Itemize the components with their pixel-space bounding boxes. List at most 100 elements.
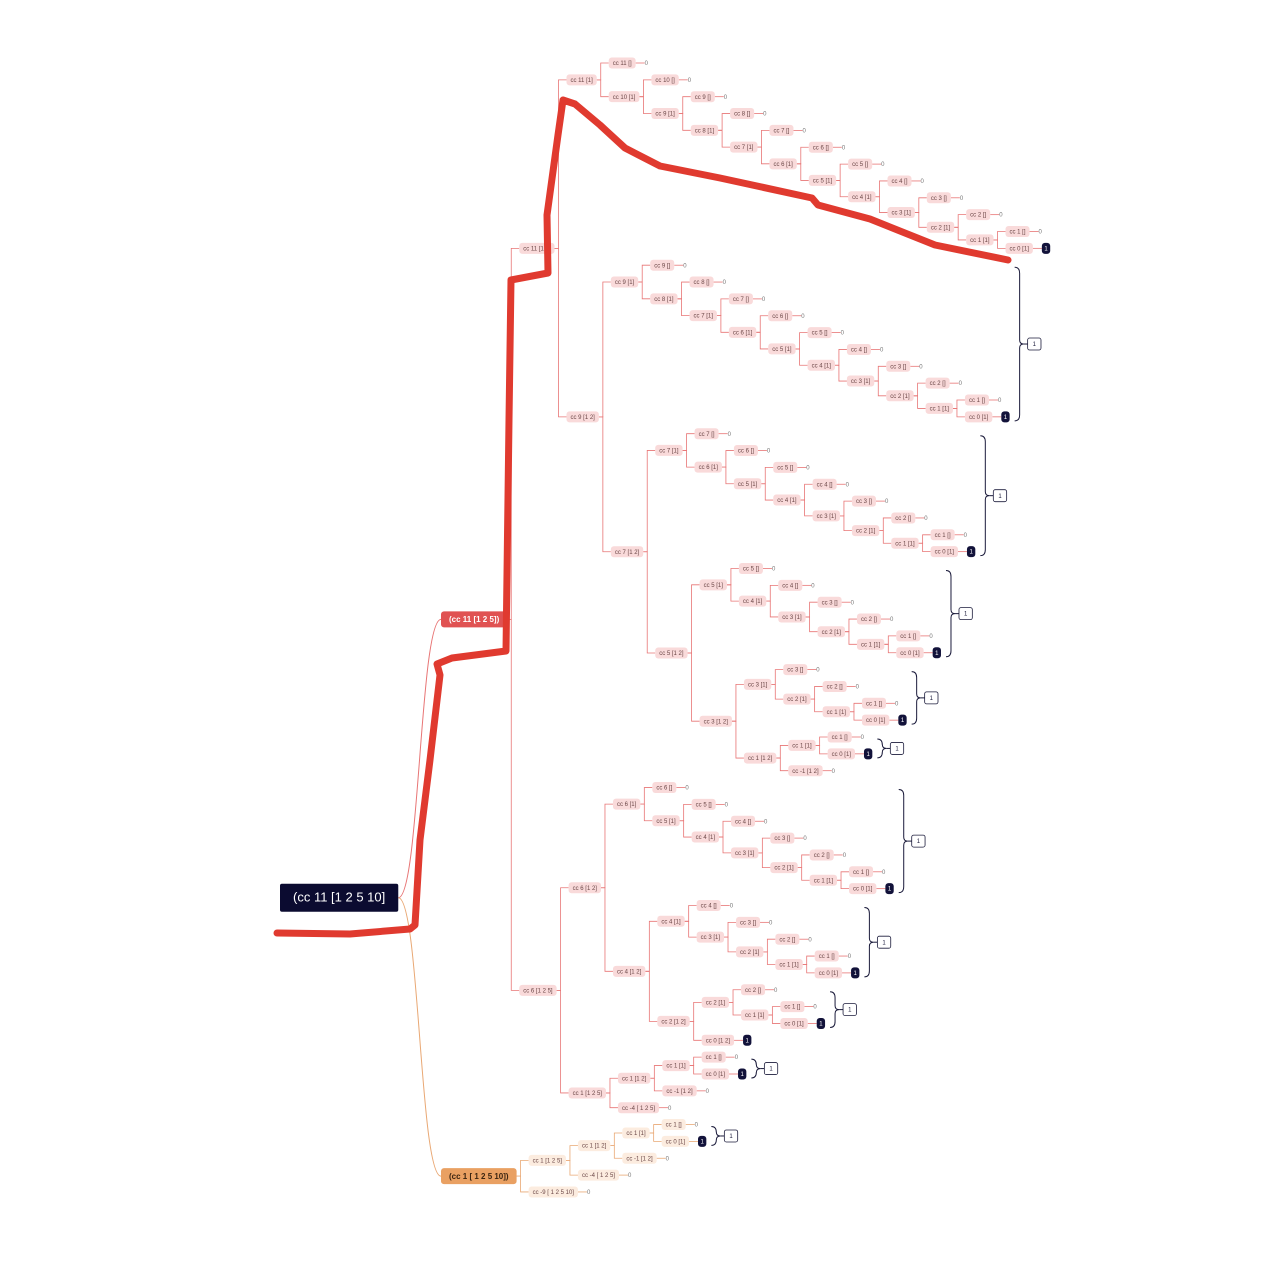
node-label: 0 [921,179,925,185]
connector [721,466,734,485]
connector [649,1124,662,1134]
leaf-node: 0 [724,95,728,101]
node-label: 0 [724,95,728,101]
connector [805,601,818,618]
topic-node: cc 4 [1] [657,915,685,927]
topic-node: cc 9 [1] [651,108,679,120]
leaf-node: 0 [924,516,928,522]
node-box [690,124,719,136]
topic-node: cc 0 [1] [849,883,877,895]
connector [952,408,965,418]
node-label: 1 [854,971,858,977]
topic-node: cc 5 [1] [733,478,762,490]
node-box [661,1135,689,1147]
summary-bracket [898,789,908,894]
node-label: 0 [998,398,1002,404]
topic-node: cc 5 [1] [652,815,680,827]
connector [834,364,847,382]
connector [398,897,442,1177]
leaf-node: 0 [919,364,923,370]
connector [844,631,857,645]
connector [516,1159,529,1177]
topic-node: cc 8 [] [730,108,755,120]
topic-node: cc 3 [] [770,832,795,844]
connector [643,450,656,553]
node-box [650,259,675,271]
topic-node: (cc 11 [1 2 5]) [441,611,508,628]
node-box [966,546,976,558]
topic-node: cc 3 [] [783,664,808,676]
node-label: (cc 1 [ 1 2 5 10]) [449,1172,509,1181]
summary-label: 1 [930,696,934,702]
node-box [846,375,875,387]
node-box [887,175,912,187]
topic-node: cc 6 [1] [769,158,797,170]
leaf-node: 0 [688,78,692,84]
node-box [966,234,994,246]
node-box [738,1068,747,1080]
connector [954,226,967,241]
node-label: 1 [935,651,939,657]
node-label: cc 0 [1] [853,887,873,893]
node-box [610,276,639,288]
node-box [822,680,847,692]
node-label: 0 [1039,230,1043,236]
node-box [851,525,880,537]
node-label: cc 1 [1 2] [622,1076,647,1082]
connector [844,618,857,633]
leaf-node: 0 [816,668,820,674]
node-label: 0 [880,348,884,354]
node-label: cc 1 [1 2 5] [573,1091,603,1097]
connector [802,955,815,965]
node-label: cc 1 [] [935,533,951,539]
node-box [617,1102,659,1114]
node-label: cc 1 [] [819,954,835,960]
topic-node: cc 6 [1 2 5] [519,984,557,996]
node-label: 1 [901,718,905,724]
node-box [817,596,842,608]
node-label: cc 3 [1] [851,379,871,385]
node-label: 0 [851,600,855,606]
node-box [655,647,688,659]
node-label: 0 [848,954,852,960]
node-box [788,765,823,777]
topic-node: cc 9 [] [650,259,675,271]
node-box [690,91,715,103]
node-box [783,664,808,676]
topic-node: cc 10 [1] [608,91,640,103]
connector [839,515,852,531]
node-box [577,1169,619,1181]
node-label: 0 [666,1156,670,1162]
topic-node: cc 3 [1] [743,678,772,690]
topic-node: cc 5 [] [691,798,716,810]
node-label: cc 7 [] [773,128,789,134]
topic-node: cc 1 [] [780,1001,805,1013]
connector [719,836,731,854]
topic-node: cc 0 [1] [701,1068,730,1080]
node-label: cc 7 [1 2] [615,550,640,556]
topic-node: cc -9 [ 1 2 5 10] [528,1186,578,1198]
connector [731,720,744,759]
topic-node: cc 7 [] [694,428,719,440]
summary-box [842,1003,857,1016]
node-label: cc 3 [] [774,836,790,842]
node-label: 0 [763,112,767,118]
node-label: cc 4 [] [817,482,833,488]
topic-node: cc 4 [1] [773,494,801,506]
connector [639,79,652,98]
node-box [566,74,597,86]
connector [796,163,809,181]
node-label: cc 1 [] [969,398,985,404]
node-label: cc 6 [] [656,786,672,792]
connector [757,130,770,148]
node-label: cc 2 [] [970,213,986,219]
connector [731,683,744,722]
connector [605,1077,618,1094]
connector [605,1092,618,1109]
node-box [652,815,680,827]
topic-node: cc 7 [1] [689,310,717,322]
connector [795,348,808,366]
node-label: cc 6 [1 2] [573,886,598,892]
leaf-node: 0 [813,1005,817,1011]
connector [398,618,442,899]
